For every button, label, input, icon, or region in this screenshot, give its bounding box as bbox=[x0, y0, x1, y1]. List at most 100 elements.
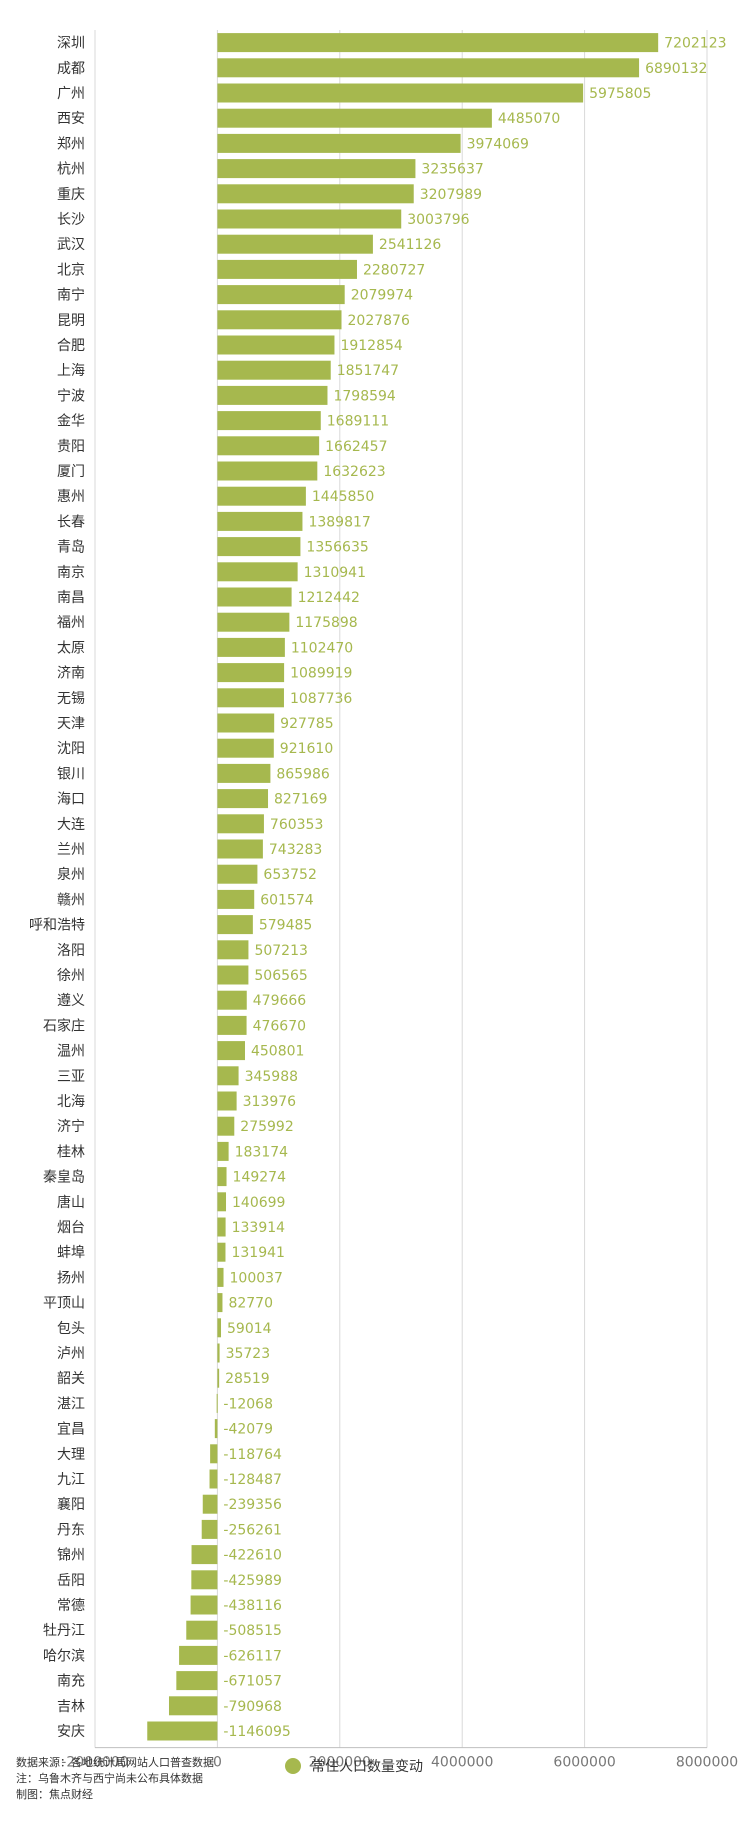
category-label: 贵阳 bbox=[57, 439, 85, 455]
bar bbox=[217, 1015, 247, 1035]
value-label: 506565 bbox=[254, 968, 307, 984]
value-label: 507213 bbox=[254, 943, 307, 959]
bar bbox=[217, 1368, 220, 1388]
bar bbox=[209, 1469, 218, 1489]
value-label: 2280727 bbox=[363, 262, 425, 278]
bar bbox=[217, 839, 263, 859]
category-label: 襄阳 bbox=[57, 1497, 85, 1513]
category-label: 惠州 bbox=[57, 489, 85, 505]
category-label: 杭州 bbox=[57, 162, 85, 178]
bar bbox=[217, 763, 271, 783]
bar bbox=[217, 637, 285, 657]
bar bbox=[216, 1393, 218, 1413]
bar bbox=[147, 1721, 218, 1741]
category-label: 大理 bbox=[57, 1447, 85, 1463]
value-label: 4485070 bbox=[498, 111, 560, 127]
bar bbox=[217, 1091, 237, 1111]
value-label: 1310941 bbox=[304, 565, 366, 581]
category-label: 宜昌 bbox=[57, 1422, 85, 1438]
category-label: 常德 bbox=[57, 1598, 85, 1614]
category-label: 哈尔滨 bbox=[43, 1648, 85, 1664]
category-label: 蚌埠 bbox=[57, 1244, 85, 1261]
category-label: 遵义 bbox=[57, 992, 85, 1009]
bar bbox=[217, 713, 275, 733]
bar bbox=[217, 889, 255, 909]
bar bbox=[217, 335, 335, 355]
bar bbox=[217, 1293, 223, 1313]
bar bbox=[217, 108, 492, 128]
value-label: 275992 bbox=[240, 1119, 293, 1135]
category-label: 重庆 bbox=[57, 187, 85, 203]
legend: 常住人口数量变动 bbox=[285, 1756, 423, 1776]
category-label: 郑州 bbox=[57, 136, 85, 152]
bar bbox=[217, 1116, 235, 1136]
category-label: 沈阳 bbox=[57, 741, 85, 757]
x-tick-label: 8000000 bbox=[676, 1755, 738, 1771]
bar bbox=[217, 562, 298, 582]
value-label: 1798594 bbox=[333, 388, 395, 404]
category-label: 安庆 bbox=[57, 1724, 85, 1740]
bar bbox=[217, 360, 331, 380]
value-label: 827169 bbox=[274, 792, 327, 808]
bar bbox=[217, 285, 345, 305]
bar bbox=[191, 1545, 218, 1565]
bar bbox=[217, 234, 373, 254]
category-label: 济南 bbox=[57, 666, 85, 682]
value-label: 476670 bbox=[253, 1018, 306, 1034]
category-label: 兰州 bbox=[57, 842, 85, 858]
category-label: 宁波 bbox=[57, 387, 85, 404]
value-label: -1146095 bbox=[223, 1724, 290, 1740]
category-label: 无锡 bbox=[57, 691, 85, 707]
value-label: 149274 bbox=[233, 1170, 287, 1186]
category-label: 深圳 bbox=[57, 36, 85, 52]
category-label: 九江 bbox=[57, 1472, 85, 1488]
value-label: 450801 bbox=[251, 1044, 304, 1060]
bar bbox=[217, 411, 321, 431]
value-label: 1389817 bbox=[308, 514, 370, 530]
value-label: 3003796 bbox=[407, 212, 469, 228]
value-label: -425989 bbox=[223, 1573, 282, 1589]
footer-made-by: 制图：焦点财经 bbox=[16, 1788, 93, 1801]
value-label: 28519 bbox=[225, 1371, 270, 1387]
value-label: 865986 bbox=[276, 766, 330, 782]
x-tick-label: 6000000 bbox=[553, 1755, 615, 1771]
category-label: 岳阳 bbox=[57, 1573, 85, 1589]
category-label: 青岛 bbox=[57, 540, 85, 556]
bar bbox=[217, 133, 461, 153]
value-label: -256261 bbox=[223, 1522, 282, 1538]
footer-note: 注：乌鲁木齐与西宁尚未公布具体数据 bbox=[16, 1772, 203, 1785]
bar bbox=[217, 1192, 227, 1212]
category-label: 锦州 bbox=[57, 1547, 85, 1564]
value-label: 1102470 bbox=[291, 640, 353, 656]
bar bbox=[217, 436, 320, 456]
category-label: 上海 bbox=[57, 363, 85, 379]
bar bbox=[217, 461, 318, 481]
value-label: 921610 bbox=[280, 741, 333, 757]
value-label: 313976 bbox=[243, 1094, 297, 1110]
category-label: 桂林 bbox=[57, 1144, 85, 1160]
bar bbox=[217, 1318, 222, 1338]
bar bbox=[217, 864, 258, 884]
category-label: 武汉 bbox=[57, 237, 85, 253]
value-label: -12068 bbox=[223, 1396, 273, 1412]
category-label: 天津 bbox=[57, 716, 85, 732]
bar bbox=[217, 738, 274, 758]
value-label: 1689111 bbox=[327, 414, 389, 430]
bar bbox=[217, 537, 301, 557]
footer-source: 数据来源：各地统计局网站人口普查数据 bbox=[16, 1756, 214, 1769]
bar bbox=[214, 1419, 218, 1439]
category-label: 长春 bbox=[57, 514, 85, 530]
category-label: 南宁 bbox=[57, 287, 85, 304]
value-label: -128487 bbox=[223, 1472, 282, 1488]
legend-label: 常住人口数量变动 bbox=[311, 1759, 423, 1775]
value-label: 35723 bbox=[226, 1346, 271, 1362]
bar bbox=[217, 915, 253, 935]
value-label: -239356 bbox=[223, 1497, 282, 1513]
value-label: 1632623 bbox=[323, 464, 385, 480]
category-label: 赣州 bbox=[57, 892, 85, 908]
category-label: 西安 bbox=[57, 111, 85, 127]
value-label: 1175898 bbox=[295, 615, 357, 631]
bar bbox=[217, 184, 414, 204]
value-label: 1087736 bbox=[290, 691, 352, 707]
category-label: 银川 bbox=[57, 766, 85, 782]
